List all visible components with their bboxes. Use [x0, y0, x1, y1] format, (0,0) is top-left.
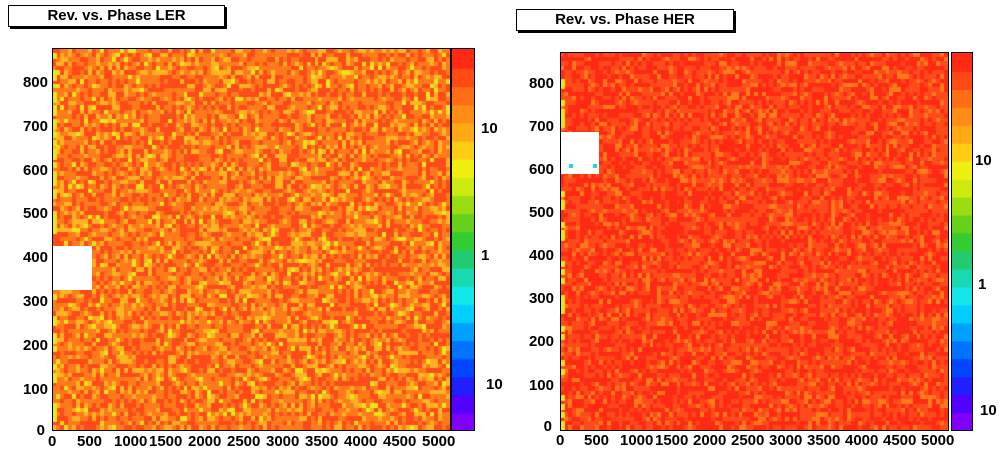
heatmap-her-cells — [561, 53, 948, 430]
ytick-ler-500: 500 — [22, 205, 48, 222]
colorbar-label-ler-top: 10 — [481, 120, 498, 137]
ytick-ler-800: 800 — [22, 74, 48, 91]
xtick-her-1000: 1000 — [620, 432, 654, 449]
palette-ler-gradient — [452, 49, 474, 430]
cell-marker-her — [569, 164, 573, 168]
xtick-ler-2500: 2500 — [227, 433, 261, 450]
heatmap-ler — [52, 48, 451, 431]
xtick-ler-5000: 5000 — [422, 433, 456, 450]
xtick-ler-1000: 1000 — [114, 433, 148, 450]
xtick-her-3500: 3500 — [807, 432, 841, 449]
colorbar-label-her-top: 10 — [975, 152, 992, 169]
ytick-her-600: 600 — [528, 161, 554, 178]
ytick-her-300: 300 — [528, 290, 554, 307]
palette-her-gradient — [952, 53, 972, 430]
colorbar-label-ler-bottom: 10 — [486, 376, 503, 393]
xtick-ler-2000: 2000 — [188, 433, 222, 450]
colorbar-label-ler-mid: 1 — [481, 247, 490, 264]
xtick-ler-3000: 3000 — [266, 433, 300, 450]
colorbar-label-her-mid: 1 — [978, 276, 987, 293]
chart-title-ler: Rev. vs. Phase LER — [8, 5, 225, 27]
xtick-ler-0: 0 — [48, 433, 57, 450]
ytick-her-0: 0 — [543, 418, 552, 435]
heatmap-ler-cells — [53, 49, 450, 430]
cell-marker-her — [593, 164, 597, 168]
empty-region-her — [561, 132, 599, 174]
xtick-her-500: 500 — [584, 432, 610, 449]
xtick-her-2000: 2000 — [693, 432, 727, 449]
xtick-ler-4500: 4500 — [383, 433, 417, 450]
xtick-her-0: 0 — [556, 432, 565, 449]
ytick-her-100: 100 — [528, 377, 554, 394]
xtick-her-1500: 1500 — [655, 432, 689, 449]
xtick-ler-1500: 1500 — [149, 433, 183, 450]
heatmap-her — [560, 52, 949, 431]
ytick-her-200: 200 — [528, 333, 554, 350]
ytick-her-700: 700 — [528, 118, 554, 135]
xtick-her-4000: 4000 — [845, 432, 879, 449]
ytick-her-800: 800 — [528, 75, 554, 92]
xtick-her-4500: 4500 — [883, 432, 917, 449]
ytick-ler-0: 0 — [36, 422, 45, 439]
xtick-ler-4000: 4000 — [344, 433, 378, 450]
chart-title-her: Rev. vs. Phase HER — [516, 9, 734, 31]
xtick-ler-500: 500 — [77, 433, 103, 450]
xtick-her-5000: 5000 — [921, 432, 955, 449]
ytick-ler-300: 300 — [22, 293, 48, 310]
color-palette-ler — [451, 48, 475, 431]
ytick-ler-200: 200 — [22, 337, 48, 354]
ytick-ler-100: 100 — [22, 381, 48, 398]
color-palette-her — [951, 52, 973, 431]
ytick-ler-700: 700 — [22, 118, 48, 135]
xtick-her-2500: 2500 — [731, 432, 765, 449]
xtick-her-3000: 3000 — [769, 432, 803, 449]
ytick-ler-400: 400 — [22, 249, 48, 266]
ytick-her-500: 500 — [528, 204, 554, 221]
ytick-her-400: 400 — [528, 247, 554, 264]
xtick-ler-3500: 3500 — [305, 433, 339, 450]
empty-region-ler — [53, 246, 92, 290]
ytick-ler-600: 600 — [22, 162, 48, 179]
colorbar-label-her-bottom: 10 — [980, 402, 997, 419]
